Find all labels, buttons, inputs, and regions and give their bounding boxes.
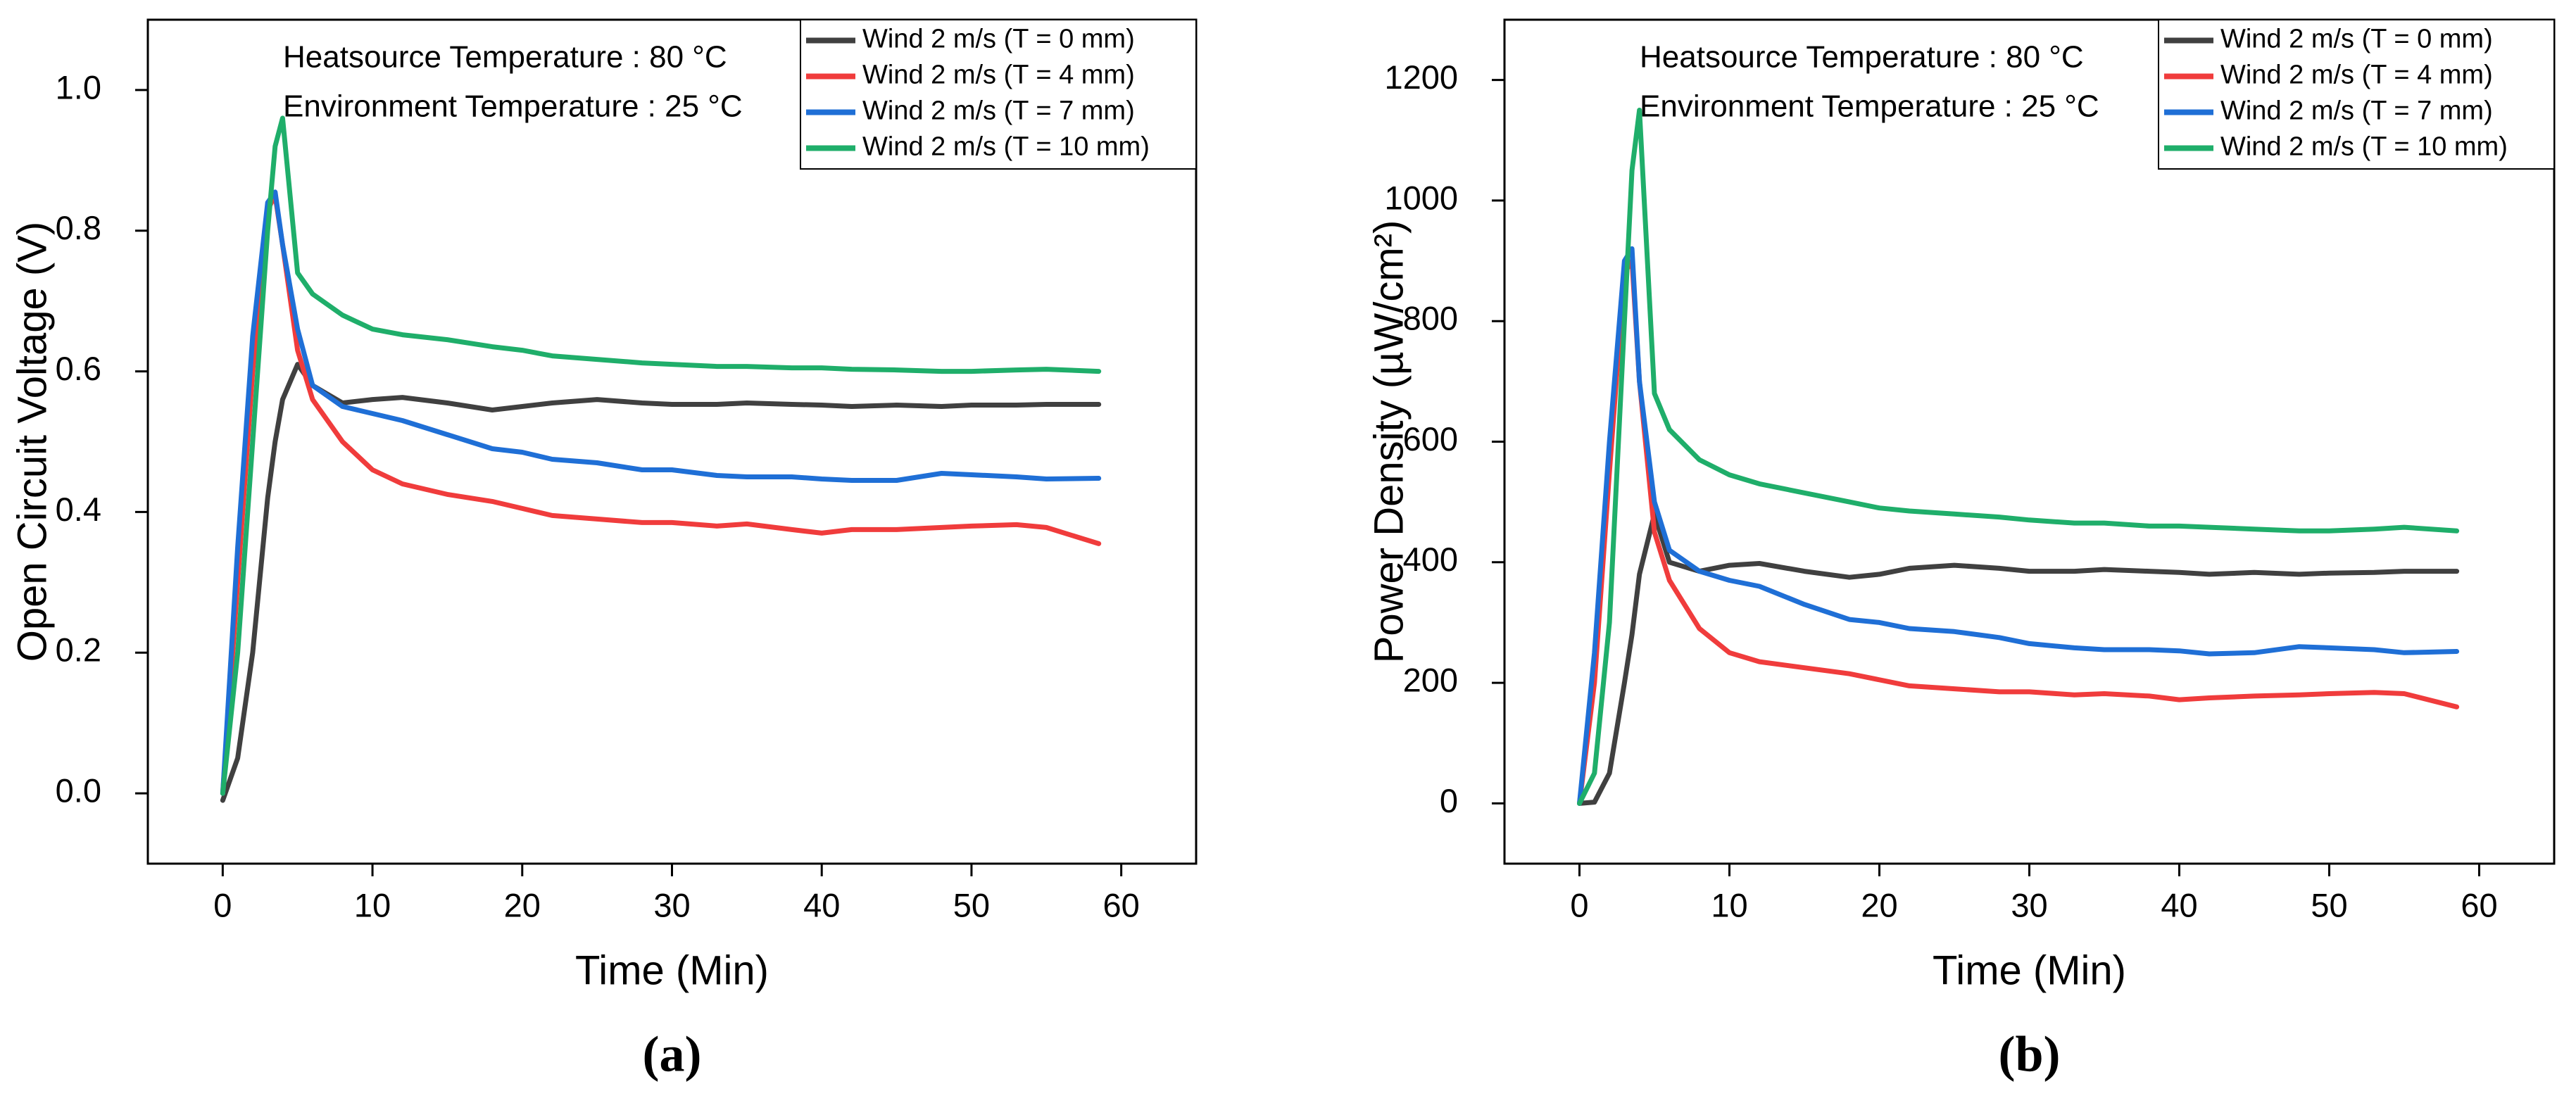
y-tick-label: 0.4	[56, 491, 101, 528]
y-tick-label: 0.6	[56, 350, 101, 387]
x-tick-label: 50	[2311, 886, 2347, 923]
legend-label: Wind 2 m/s (T = 4 mm)	[2220, 61, 2493, 90]
x-axis-label: Time (Min)	[575, 947, 769, 993]
annotation: Environment Temperature : 25 °C	[1640, 89, 2099, 124]
x-axis-label: Time (Min)	[1933, 947, 2126, 993]
y-tick-label: 1000	[1384, 179, 1458, 216]
y-tick-label: 200	[1403, 661, 1458, 698]
y-tick-label: 0.8	[56, 209, 101, 246]
annotation: Heatsource Temperature : 80 °C	[283, 40, 727, 75]
legend-label: Wind 2 m/s (T = 0 mm)	[2220, 25, 2493, 54]
y-tick-label: 1.0	[56, 68, 101, 106]
series-line	[1577, 511, 2460, 806]
x-tick-label: 30	[2011, 886, 2047, 923]
series-line	[1577, 108, 2460, 806]
annotation: Environment Temperature : 25 °C	[283, 89, 743, 124]
x-tick-label: 10	[354, 886, 391, 923]
legend-box	[2158, 19, 2555, 170]
legend-label: Wind 2 m/s (T = 10 mm)	[2220, 132, 2508, 162]
x-tick-label: 40	[2161, 886, 2197, 923]
legend-label: Wind 2 m/s (T = 10 mm)	[862, 132, 1150, 162]
x-tick-label: 0	[213, 886, 232, 923]
series-line	[1577, 246, 2460, 806]
y-tick-label: 600	[1403, 420, 1458, 458]
series-line	[220, 189, 1102, 796]
series-line	[220, 115, 1102, 796]
legend-label: Wind 2 m/s (T = 0 mm)	[862, 25, 1135, 54]
x-tick-label: 10	[1711, 886, 1747, 923]
annotation: Heatsource Temperature : 80 °C	[1640, 40, 2084, 75]
y-axis-label: Power Density (µW/cm²)	[1366, 220, 1412, 664]
y-tick-label: 0	[1440, 782, 1458, 819]
legend-label: Wind 2 m/s (T = 7 mm)	[862, 96, 1135, 126]
series-line	[220, 193, 1102, 796]
x-tick-label: 40	[803, 886, 840, 923]
x-tick-label: 0	[1570, 886, 1588, 923]
y-axis-label: Open Circuit Voltage (V)	[9, 222, 55, 662]
x-tick-label: 20	[1861, 886, 1897, 923]
y-tick-label: 800	[1403, 300, 1458, 337]
x-tick-label: 20	[504, 886, 541, 923]
caption: (a)	[643, 1026, 702, 1083]
x-tick-label: 60	[1103, 886, 1140, 923]
legend-box	[800, 19, 1197, 170]
y-tick-label: 400	[1403, 541, 1458, 578]
x-tick-label: 50	[953, 886, 990, 923]
series-line	[220, 362, 1102, 803]
y-tick-label: 1200	[1384, 58, 1458, 96]
x-tick-label: 30	[653, 886, 690, 923]
y-tick-label: 0.0	[56, 772, 101, 809]
chart: 0 10 20 30 40 50 60 0.0 0.2 0.4 0.6 0.8 1.0 Time (Min…	[9, 18, 1198, 1083]
y-tick-label: 0.2	[56, 631, 101, 669]
legend-label: Wind 2 m/s (T = 7 mm)	[2220, 96, 2493, 126]
x-tick-label: 60	[2461, 886, 2497, 923]
legend-label: Wind 2 m/s (T = 4 mm)	[862, 61, 1135, 90]
caption: (b)	[1999, 1026, 2061, 1083]
